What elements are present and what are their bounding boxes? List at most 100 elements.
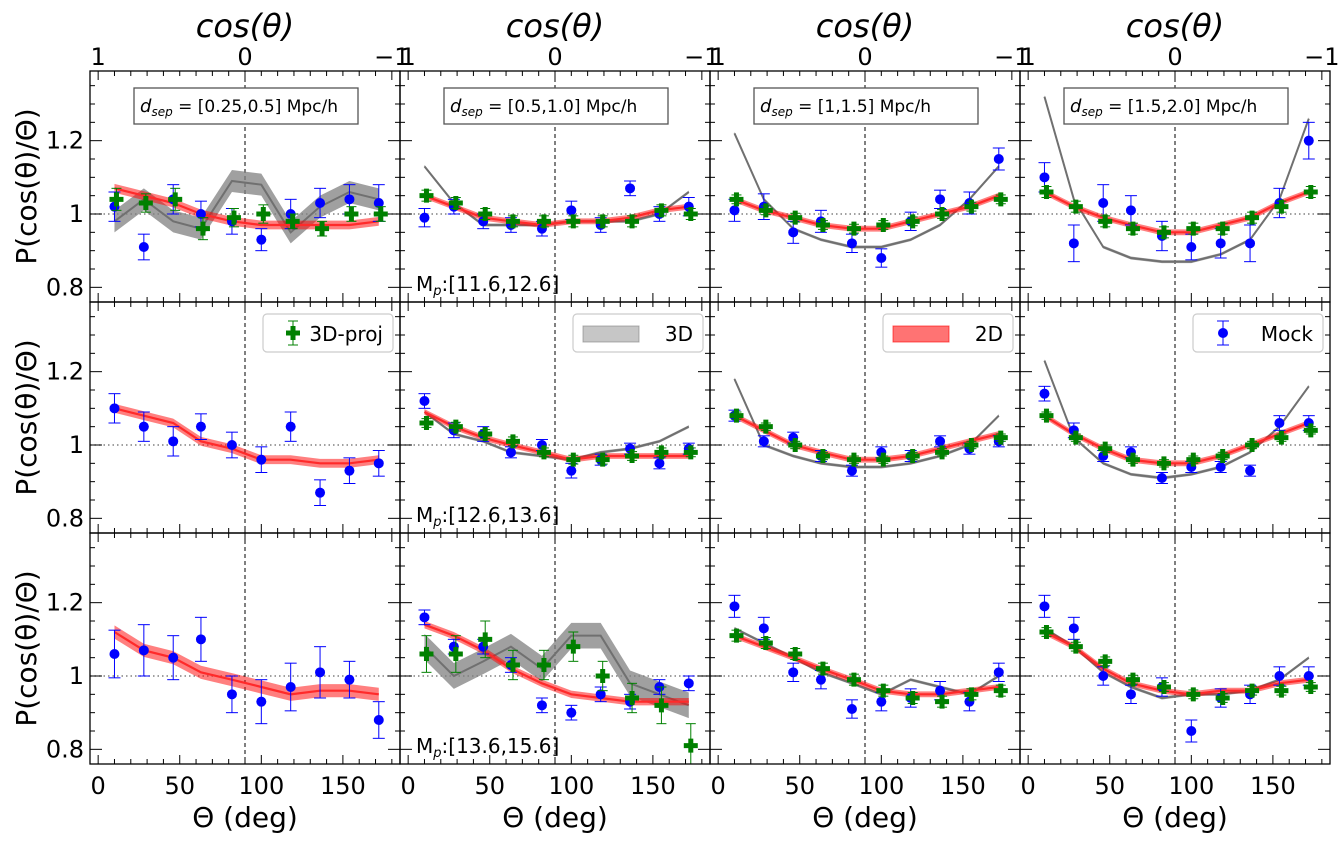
mock-marker [729, 205, 740, 216]
mock-marker [566, 707, 577, 718]
x-tick-label: 50 [164, 772, 195, 800]
proj-point [1156, 456, 1171, 471]
mock-marker [788, 667, 799, 678]
mock-marker [256, 454, 267, 465]
proj-point [1274, 199, 1289, 214]
proj-plus-marker [905, 449, 920, 463]
proj-plus-marker [505, 214, 520, 229]
top-tick-label: 1 [1021, 43, 1036, 71]
proj-point [419, 416, 434, 430]
panel-ticks [90, 71, 400, 302]
proj-point [1186, 687, 1201, 702]
proj-point [195, 217, 210, 241]
panel-plot-area [1020, 533, 1330, 764]
proj-plus-marker [815, 661, 830, 676]
mock-marker [1098, 671, 1109, 681]
mock-point [504, 446, 517, 459]
mock-marker [788, 227, 799, 238]
mock-marker [1156, 473, 1167, 483]
3d-line [733, 378, 1000, 468]
proj-plus-marker [315, 221, 330, 236]
y-tick-label: 0.8 [46, 735, 84, 763]
mock-marker [373, 715, 384, 725]
mock-marker [195, 634, 206, 645]
proj-point [964, 687, 979, 702]
proj-point [905, 691, 920, 705]
2d-band [734, 632, 999, 698]
proj-plus-marker [758, 636, 773, 650]
x-tick-label: 150 [1250, 772, 1296, 800]
proj-point [1068, 430, 1083, 445]
proj-plus-marker [1274, 683, 1289, 698]
proj-plus-marker [905, 214, 920, 229]
mock-marker [315, 198, 326, 208]
proj-point [419, 188, 434, 203]
2d-line [114, 187, 379, 227]
proj-plus-marker [419, 188, 434, 203]
proj-point [683, 445, 698, 460]
proj-point [595, 214, 610, 229]
panel-r2-c1: 0 50 100 150 Mp:[13.6,15.6] [399, 532, 711, 800]
legend-2d: 2D [882, 313, 1014, 353]
mock-point [565, 704, 578, 721]
mock-point [653, 457, 666, 470]
proj-plus-marker [1068, 430, 1083, 445]
mock-marker [1125, 205, 1136, 216]
2d-line [1043, 190, 1310, 234]
mock-point [225, 675, 238, 714]
panel-ticks [1020, 302, 1330, 533]
legend-3d-proj: 3D-proj [262, 313, 394, 353]
proj-plus-marker [195, 221, 210, 236]
mock-point [1214, 461, 1227, 473]
proj-plus-marker [344, 207, 359, 221]
2d-band [734, 192, 999, 232]
mock-marker [226, 689, 237, 700]
y-tick-label: 1 [69, 662, 84, 690]
proj-plus-marker [478, 632, 493, 647]
legend-label: 3D [665, 322, 693, 346]
proj-plus-marker [1303, 680, 1318, 694]
proj-point [683, 723, 698, 764]
mock-marker [285, 421, 296, 432]
mock-marker [758, 436, 769, 447]
proj-point [1125, 672, 1140, 687]
mock-marker [876, 253, 887, 263]
mock-point [1244, 224, 1257, 263]
dsep-box [753, 87, 979, 125]
mock-point [314, 646, 327, 699]
mock-point [314, 479, 327, 506]
proj-plus-marker [226, 210, 241, 225]
proj-point [654, 686, 669, 725]
proj-point [344, 206, 359, 222]
proj-plus-marker [448, 196, 463, 210]
proj-plus-marker [536, 445, 551, 460]
mock-point [372, 701, 385, 739]
proj-plus-marker [846, 221, 861, 236]
3d-band [114, 170, 379, 244]
mock-marker [815, 674, 826, 685]
proj-plus-marker [935, 207, 950, 221]
proj-plus-marker [566, 452, 581, 467]
mock-marker [846, 704, 857, 714]
mock-point [194, 616, 207, 662]
proj-point [815, 218, 830, 232]
proj-plus-marker [168, 192, 183, 207]
mock-marker [138, 421, 149, 432]
x-axis-title: Θ (deg) [812, 801, 918, 834]
mock-marker [256, 696, 267, 707]
proj-plus-marker [1186, 452, 1201, 467]
panel-ticks [400, 533, 710, 764]
dsep-label: dsep = [0.25,0.5] Mpc/h [140, 96, 338, 119]
proj-point [788, 210, 803, 225]
top-tick-label: 0 [857, 43, 872, 71]
proj-point [815, 449, 830, 463]
panel-ticks [710, 302, 1020, 533]
legend-3d: 3D [572, 313, 704, 353]
x-tick-label: 100 [858, 772, 904, 800]
y-tick-label: 1.2 [46, 358, 84, 386]
mock-marker [876, 696, 887, 707]
panel-r1-c3 [1019, 301, 1331, 534]
proj-plus-marker [1303, 185, 1318, 199]
proj-plus-marker [536, 214, 551, 229]
proj-point [1156, 225, 1171, 240]
